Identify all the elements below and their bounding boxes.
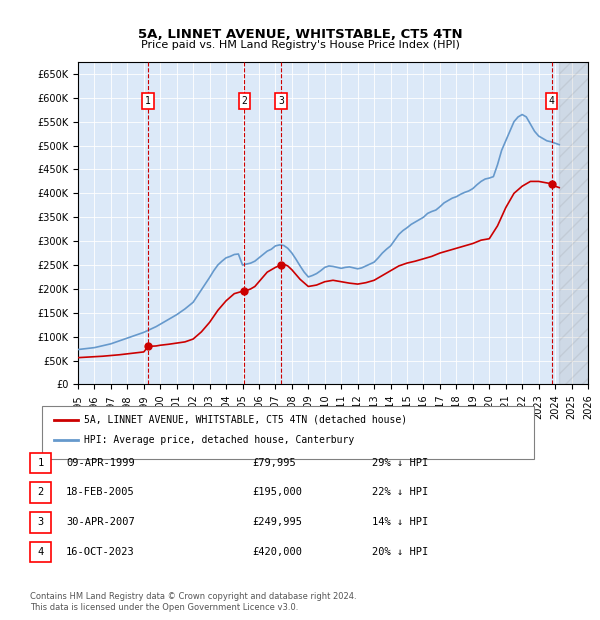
Text: 16-OCT-2023: 16-OCT-2023 [66, 547, 135, 557]
Bar [559, 62, 588, 384]
Text: £249,995: £249,995 [252, 517, 302, 527]
Text: 5A, LINNET AVENUE, WHITSTABLE, CT5 4TN (detached house): 5A, LINNET AVENUE, WHITSTABLE, CT5 4TN (… [84, 415, 407, 425]
Text: £79,995: £79,995 [252, 458, 296, 467]
Text: 20% ↓ HPI: 20% ↓ HPI [372, 547, 428, 557]
Text: 3: 3 [278, 95, 284, 105]
Text: 2: 2 [38, 487, 44, 497]
Text: 4: 4 [549, 95, 554, 105]
Text: £420,000: £420,000 [252, 547, 302, 557]
Text: 1: 1 [38, 458, 44, 467]
Text: 2: 2 [242, 95, 247, 105]
Text: 1: 1 [145, 95, 151, 105]
Text: 3: 3 [38, 517, 44, 527]
Text: Price paid vs. HM Land Registry's House Price Index (HPI): Price paid vs. HM Land Registry's House … [140, 40, 460, 50]
Text: 09-APR-1999: 09-APR-1999 [66, 458, 135, 467]
Text: 5A, LINNET AVENUE, WHITSTABLE, CT5 4TN: 5A, LINNET AVENUE, WHITSTABLE, CT5 4TN [137, 28, 463, 41]
Text: £195,000: £195,000 [252, 487, 302, 497]
Text: 14% ↓ HPI: 14% ↓ HPI [372, 517, 428, 527]
Text: 30-APR-2007: 30-APR-2007 [66, 517, 135, 527]
Text: 29% ↓ HPI: 29% ↓ HPI [372, 458, 428, 467]
Text: HPI: Average price, detached house, Canterbury: HPI: Average price, detached house, Cant… [84, 435, 354, 445]
Text: 18-FEB-2005: 18-FEB-2005 [66, 487, 135, 497]
Text: Contains HM Land Registry data © Crown copyright and database right 2024.
This d: Contains HM Land Registry data © Crown c… [30, 592, 356, 611]
Text: 4: 4 [38, 547, 44, 557]
Text: 22% ↓ HPI: 22% ↓ HPI [372, 487, 428, 497]
